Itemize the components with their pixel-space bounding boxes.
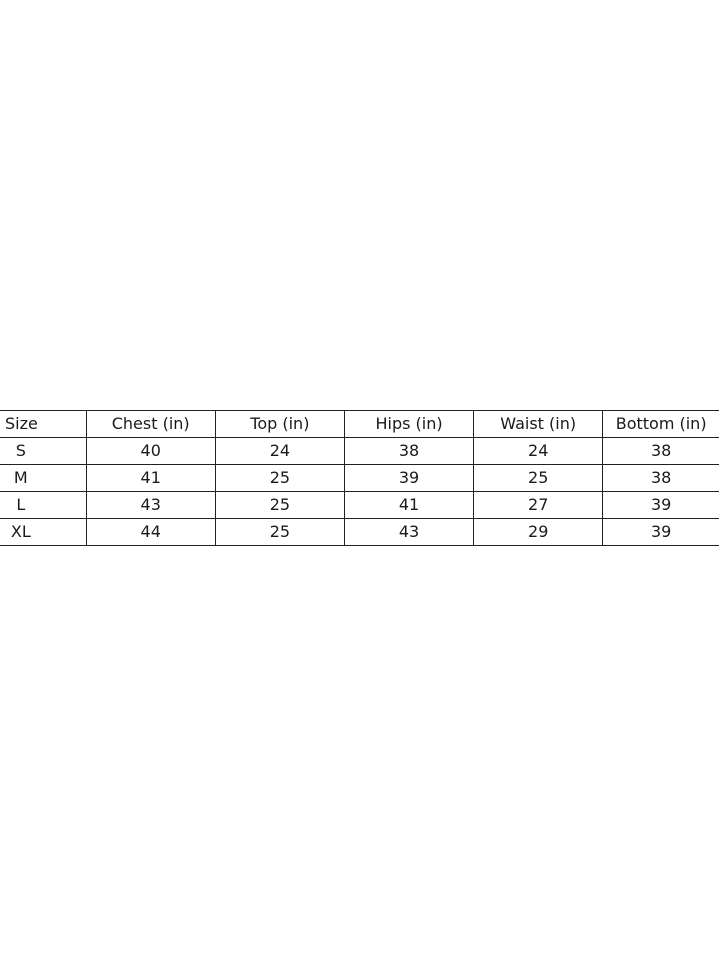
column-header: Hips (in) [343,410,475,438]
table-cell: M [0,464,87,492]
table-cell: 40 [85,437,216,465]
table-cell: 24 [214,437,345,465]
table-cell: 27 [473,491,604,519]
size-chart-table: Size Chest (in) Top (in) Hips (in) Waist (in… [0,410,719,546]
table-cell: 25 [473,464,604,492]
table-cell: L [0,491,87,519]
table-cell: 44 [85,518,216,546]
table-cell: S [0,437,87,465]
column-header: Bottom (in) [602,410,719,438]
column-header: Size [0,410,87,438]
table-cell: 38 [343,437,475,465]
table-cell: 25 [214,518,345,546]
table-cell: 39 [602,491,719,519]
table-cell: XL [0,518,87,546]
table-row: L 43 25 41 27 39 [0,491,719,519]
table-cell: 25 [214,491,345,519]
table-cell: 24 [473,437,604,465]
header-row: Size Chest (in) Top (in) Hips (in) Waist (in… [0,410,719,438]
column-header: Chest (in) [85,410,216,438]
table-cell: 29 [473,518,604,546]
table-cell: 41 [343,491,475,519]
table-row: S 40 24 38 24 38 [0,437,719,465]
table-row: M 41 25 39 25 38 [0,464,719,492]
table-cell: 38 [602,464,719,492]
column-header: Top (in) [214,410,345,438]
table-row: XL 44 25 43 29 39 [0,518,719,546]
table-cell: 43 [85,491,216,519]
column-header: Waist (in) [473,410,604,438]
table-cell: 43 [343,518,475,546]
table-cell: 39 [602,518,719,546]
table-cell: 41 [85,464,216,492]
table-cell: 25 [214,464,345,492]
table-cell: 39 [343,464,475,492]
table-cell: 38 [602,437,719,465]
